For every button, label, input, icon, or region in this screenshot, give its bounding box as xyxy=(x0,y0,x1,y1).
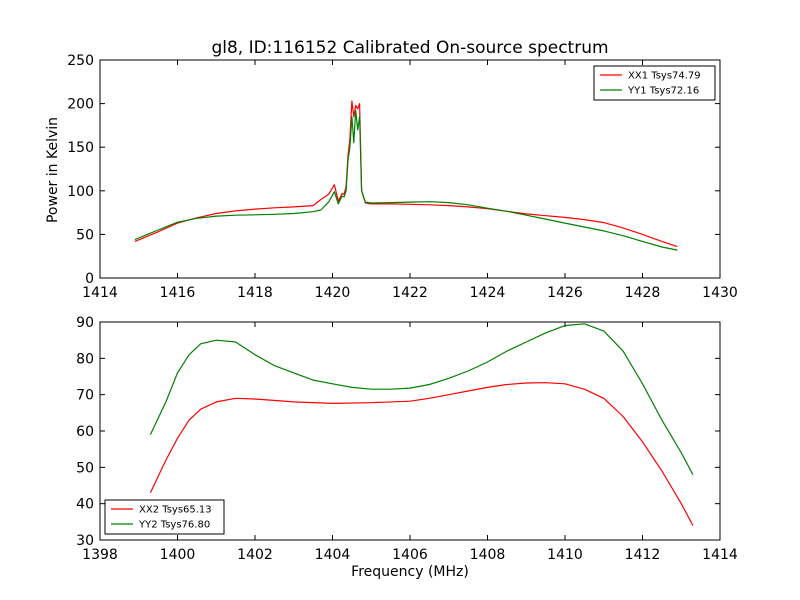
y-tick-label-0-5: 250 xyxy=(67,53,94,69)
y-tick-label-1-6: 90 xyxy=(76,315,94,331)
x-tick-label-0-4: 1422 xyxy=(392,285,428,301)
bottom-legend-label-yy2: YY2 Tsys76.80 xyxy=(138,520,210,531)
y-tick-label-0-0: 0 xyxy=(85,271,94,287)
top-chart-legend: XX1 Tsys74.79 YY1 Tsys72.16 xyxy=(593,65,716,101)
top-chart: gl8, ID:116152 Calibrated On-source spec… xyxy=(45,38,738,301)
top-chart-frame xyxy=(99,59,721,279)
bottom-chart-legend: XX2 Tsys65.13 YY2 Tsys76.80 xyxy=(104,499,225,535)
y-tick-label-0-3: 150 xyxy=(67,140,94,156)
x-tick-label-1-3: 1404 xyxy=(315,547,351,563)
y-tick-label-1-0: 30 xyxy=(76,533,94,549)
series-line-1-0 xyxy=(149,382,694,526)
x-tick-label-0-6: 1426 xyxy=(547,285,583,301)
x-tick-label-0-7: 1428 xyxy=(625,285,661,301)
x-tick-label-1-6: 1410 xyxy=(547,547,583,563)
series-line-0-1 xyxy=(134,109,678,251)
x-tick-label-1-1: 1400 xyxy=(160,547,196,563)
top-chart-lines xyxy=(134,100,678,251)
y-tick-label-1-2: 50 xyxy=(76,460,94,476)
bottom-legend-box xyxy=(104,499,225,535)
x-tick-label-1-7: 1412 xyxy=(625,547,661,563)
bottom-chart-ticks: 1398 1400 1402 1404 1406 1408 1410 1412 1414 30 40… xyxy=(76,315,738,563)
x-tick-label-1-0: 1398 xyxy=(82,547,118,563)
x-tick-label-0-1: 1416 xyxy=(160,285,196,301)
y-tick-label-1-5: 80 xyxy=(76,351,94,367)
bottom-chart-x-label: Frequency (MHz) xyxy=(351,564,469,580)
top-chart-y-label: Power in Kelvin xyxy=(45,117,61,223)
top-legend-box xyxy=(593,65,716,101)
x-tick-label-1-2: 1402 xyxy=(237,547,273,563)
x-tick-label-0-8: 1430 xyxy=(702,285,738,301)
bottom-chart-frame xyxy=(99,321,721,541)
y-tick-label-0-1: 50 xyxy=(76,227,94,243)
y-tick-label-1-3: 60 xyxy=(76,424,94,440)
x-tick-label-0-3: 1420 xyxy=(315,285,351,301)
bottom-chart-lines xyxy=(149,323,694,526)
y-tick-label-1-1: 40 xyxy=(76,497,94,513)
top-legend-label-yy1: YY1 Tsys72.16 xyxy=(627,86,699,97)
top-chart-title: gl8, ID:116152 Calibrated On-source spec… xyxy=(211,38,608,58)
x-tick-label-0-0: 1414 xyxy=(82,285,118,301)
y-tick-label-0-4: 200 xyxy=(67,97,94,113)
x-tick-label-1-8: 1414 xyxy=(702,547,738,563)
y-tick-label-0-2: 100 xyxy=(67,184,94,200)
bottom-legend-label-xx2: XX2 Tsys65.13 xyxy=(139,505,212,516)
bottom-chart: Frequency (MHz) 1398 1400 1402 1404 1406 1408… xyxy=(76,315,738,580)
x-tick-label-0-2: 1418 xyxy=(237,285,273,301)
x-tick-label-1-5: 1408 xyxy=(470,547,506,563)
series-line-0-0 xyxy=(134,100,678,248)
top-legend-label-xx1: XX1 Tsys74.79 xyxy=(628,71,701,82)
x-tick-label-1-4: 1406 xyxy=(392,547,428,563)
x-tick-label-0-5: 1424 xyxy=(470,285,506,301)
series-line-1-1 xyxy=(149,323,694,475)
y-tick-label-1-4: 70 xyxy=(76,388,94,404)
top-chart-ticks: 1414 1416 1418 1420 1422 1424 1426 1428 1430 0 50 1… xyxy=(67,53,738,301)
